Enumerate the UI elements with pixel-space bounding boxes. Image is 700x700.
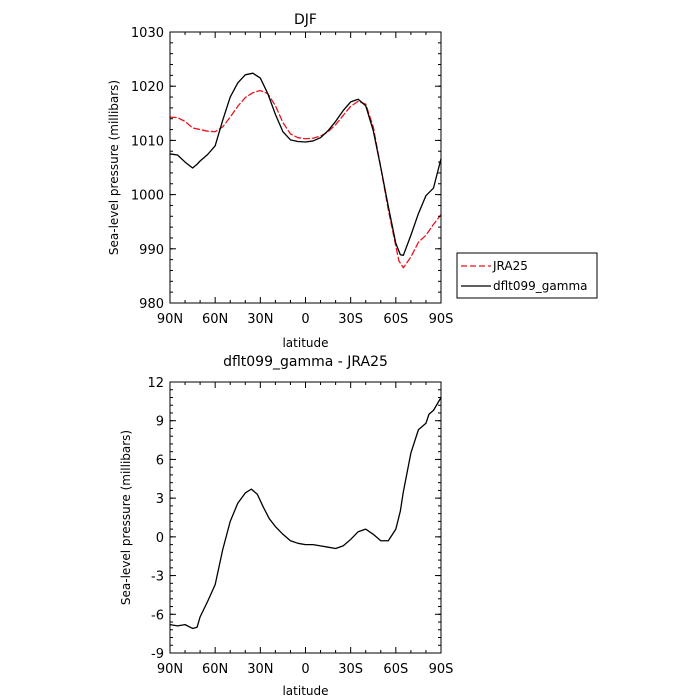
panel-1-x-axis-title: latitude [282,336,328,350]
panel-1-x-tick-label: 90N [157,312,183,327]
panel-2-x-tick-label: 60S [383,662,408,677]
panel-2-y-ticks: -9 -6 -3 0 3 6 9 12 [147,376,441,662]
legend-label-jra25: JRA25 [492,259,528,273]
panel-2-plot-area [169,396,442,630]
panel-2-y-tick-label: -3 [151,570,164,585]
panel-1-x-tick-label: 60S [383,312,408,327]
panel-2-x-ticks: 90N 60N 30N 0 30S 60S 90S [157,382,454,677]
panel-1-series-dflt099-gamma-line [169,72,442,256]
panel-1-y-tick-label: 990 [139,243,164,258]
panel-1-plot-area [169,72,442,269]
panel-2-series-1-line [169,396,442,630]
panel-1-y-tick-label: 1000 [131,189,164,204]
panel-2-x-tick-label: 30N [247,662,273,677]
panel-2: dflt099_gamma - JRA25 90N 60N 30N 0 30S 60S 90… [119,354,453,698]
panel-2-x-tick-label: 0 [301,662,309,677]
panel-2-x-axis-title: latitude [282,684,328,698]
panel-1: DJF 90N 60N 30N 0 30S 60S 90S 980 990 1000 1010 10… [107,12,453,350]
panel-1-x-tick-label: 30S [338,312,363,327]
panel-2-y-tick-label: 3 [156,492,164,507]
panel-1-y-tick-label: 980 [139,297,164,312]
panel-1-y-tick-label: 1010 [131,134,164,149]
panel-2-y-tick-label: 12 [147,376,164,391]
panel-2-y-tick-label: -9 [151,647,164,662]
panel-2-x-tick-label: 90S [429,662,454,677]
panel-2-y-tick-label: -6 [151,608,164,623]
panel-1-y-axis-title: Sea-level pressure (millibars) [107,80,121,255]
panel-1-x-tick-label: 30N [247,312,273,327]
panel-1-y-tick-label: 1020 [131,80,164,95]
panel-1-y-ticks: 980 990 1000 1010 1020 1030 [131,26,441,312]
legend-box [456,252,598,299]
panel-2-y-tick-label: 9 [156,415,164,430]
panel-2-title: dflt099_gamma - JRA25 [223,354,388,370]
panel-2-x-tick-label: 30S [338,662,363,677]
panel-1-x-tick-label: 60N [202,312,228,327]
panel-2-frame [169,381,442,654]
panel-2-x-tick-label: 90N [157,662,183,677]
legend: JRA25 dflt099_gamma [456,252,598,299]
panel-1-x-tick-label: 0 [301,312,309,327]
panel-1-x-ticks: 90N 60N 30N 0 30S 60S 90S [157,32,454,327]
panel-1-title: DJF [294,12,317,28]
panel-1-x-tick-label: 90S [429,312,454,327]
panel-2-x-tick-label: 60N [202,662,228,677]
panel-2-y-axis-title: Sea-level pressure (millibars) [119,430,133,605]
panel-1-y-tick-label: 1030 [131,26,164,41]
legend-label-dflt099-gamma: dflt099_gamma [493,279,588,293]
panel-2-y-tick-label: 6 [156,453,164,468]
panel-2-y-tick-label: 0 [156,531,164,546]
panel-1-series-jra25-line [169,89,442,269]
